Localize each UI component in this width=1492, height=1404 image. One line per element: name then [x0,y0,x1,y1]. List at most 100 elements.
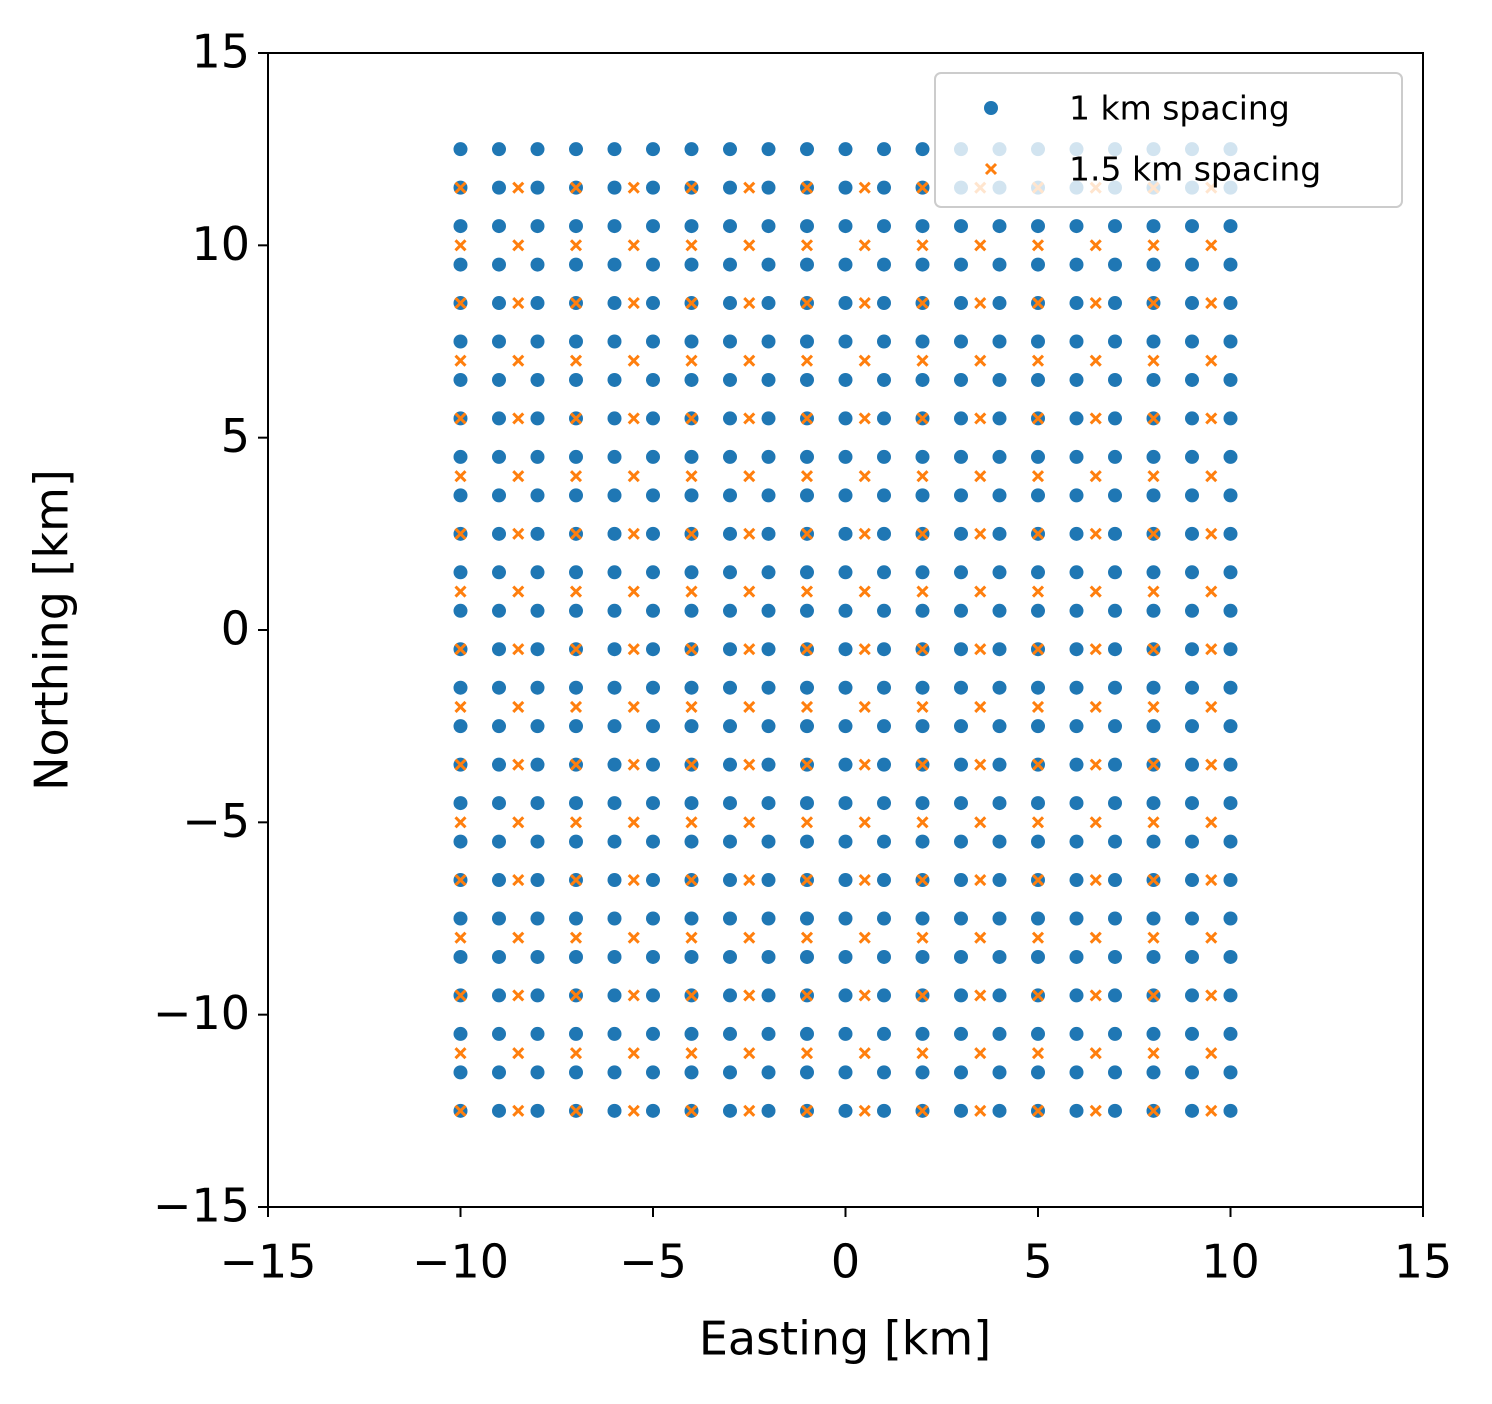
point [877,219,891,234]
point [1069,873,1084,888]
point [684,488,699,503]
point [915,565,930,580]
point [838,1103,853,1118]
point [761,911,776,926]
point [453,488,468,503]
point [607,296,622,311]
point [607,949,622,964]
point [512,1104,525,1117]
point [1069,988,1084,1003]
point [1147,643,1160,656]
point [492,911,506,926]
point [1108,411,1122,426]
point [454,1104,467,1117]
point [1108,719,1122,734]
point [1108,1026,1122,1041]
point [954,911,968,926]
point [454,989,467,1002]
point [454,239,467,252]
point [453,449,468,464]
point [916,1047,929,1060]
point [569,181,583,194]
point [1108,1065,1122,1080]
point [800,834,814,849]
point [743,181,756,194]
point [512,527,525,540]
y-axis-label: Northing [km] [25,469,79,791]
point [685,989,698,1002]
point [627,1104,640,1117]
point [530,219,545,234]
point [992,334,1007,349]
point [916,643,929,656]
point [743,1047,756,1060]
point [1205,643,1218,656]
y-tick-label: 15 [191,25,250,79]
point [992,1026,1007,1041]
point [492,411,506,426]
point [916,873,929,887]
point [761,488,776,503]
point [454,700,467,713]
point [723,372,737,387]
point [1223,411,1238,426]
point [1223,1103,1238,1118]
point [684,719,699,734]
point [569,565,583,580]
point [1205,700,1218,713]
point [974,354,987,367]
point [627,354,640,367]
point [454,181,467,194]
point [723,411,737,426]
point [530,757,545,772]
point [915,603,930,618]
point [723,449,737,464]
point [838,142,853,157]
point [992,1103,1007,1118]
point [915,834,930,849]
point [512,585,525,598]
point [1146,1065,1161,1080]
point [992,526,1007,541]
point [1223,296,1238,311]
point [530,372,545,387]
point [858,931,871,944]
point [954,680,968,695]
point [800,296,814,310]
point [512,296,525,310]
point [974,527,987,540]
point [607,142,622,157]
x-tick-label: 15 [1394,1235,1453,1289]
point [1108,642,1122,657]
point [915,1065,930,1080]
point [569,470,583,483]
point [1089,470,1102,483]
point [646,526,660,541]
point [1185,372,1199,387]
point [453,334,468,349]
point [1223,449,1238,464]
point [954,257,968,272]
point [492,603,506,618]
point [992,719,1007,734]
point [1223,642,1238,657]
point [492,834,506,849]
point [1146,834,1161,849]
point [838,680,853,695]
point [723,796,737,811]
point [915,142,930,157]
point [915,911,930,926]
point [685,239,698,252]
point [800,449,814,464]
legend: 1 km spacing 1.5 km spacing [934,72,1403,208]
point [1089,1104,1102,1117]
point [877,411,891,426]
point [1205,527,1218,540]
point [877,526,891,541]
point [453,796,468,811]
x-axis-label: Easting [km] [699,1312,991,1366]
point [492,296,506,311]
point [992,680,1007,695]
point [723,949,737,964]
point [569,873,583,887]
